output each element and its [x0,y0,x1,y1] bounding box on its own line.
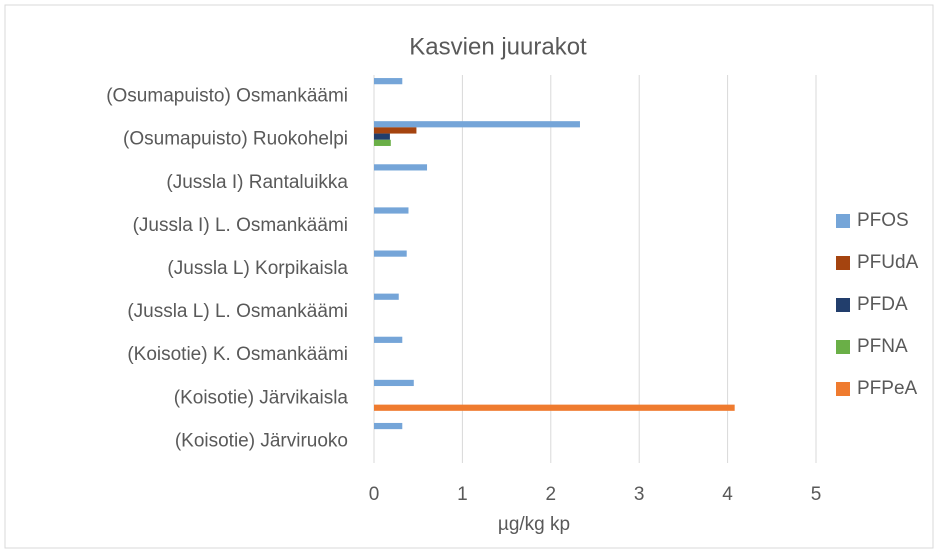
legend-label: PFDA [857,294,908,315]
x-tick-label: 2 [546,484,557,505]
bar [374,133,390,140]
y-tick-label: (Osumapuisto) Osmankäämi [106,86,348,107]
x-tick-label: 0 [369,484,380,505]
y-tick-label: (Koisotie) Järviruoko [175,430,348,451]
bar [374,250,407,257]
bar [374,139,391,146]
bar [374,422,403,430]
x-tick-label: 3 [634,484,645,505]
bar [374,164,428,171]
bar [374,404,735,411]
y-tick-label: (Jussla L) L. Osmankäämi [127,301,348,322]
x-axis-label: µg/kg kp [498,514,570,535]
chart-border [4,4,934,549]
x-tick-label: 4 [722,484,733,505]
chart-title: Kasvien juurakot [409,33,587,60]
y-tick-label: (Jussla I) Rantaluikka [166,172,348,193]
legend-label: PFUdA [857,252,919,273]
y-tick-label: (Koisotie) Järvikaisla [174,387,349,408]
legend-swatch [836,340,850,354]
legend-label: PFNA [857,336,908,357]
legend-label: PFOS [857,210,909,231]
legend-swatch [836,256,850,270]
y-tick-label: (Jussla L) Korpikaisla [167,258,348,279]
bar [374,127,417,134]
legend-swatch [836,214,850,228]
bar [374,121,580,128]
bar [374,293,399,300]
bar [374,379,414,387]
y-tick-label: (Jussla I) L. Osmankäämi [133,215,348,236]
x-tick-label: 1 [457,484,468,505]
bar [374,78,403,85]
legend-swatch [836,382,850,396]
legend-label: PFPeA [857,378,918,399]
x-tick-label: 5 [811,484,822,505]
y-tick-label: (Osumapuisto) Ruokohelpi [123,129,348,150]
bar [374,336,403,343]
legend-swatch [836,298,850,312]
y-tick-label: (Koisotie) K. Osmankäämi [127,344,348,365]
bar [374,207,409,214]
